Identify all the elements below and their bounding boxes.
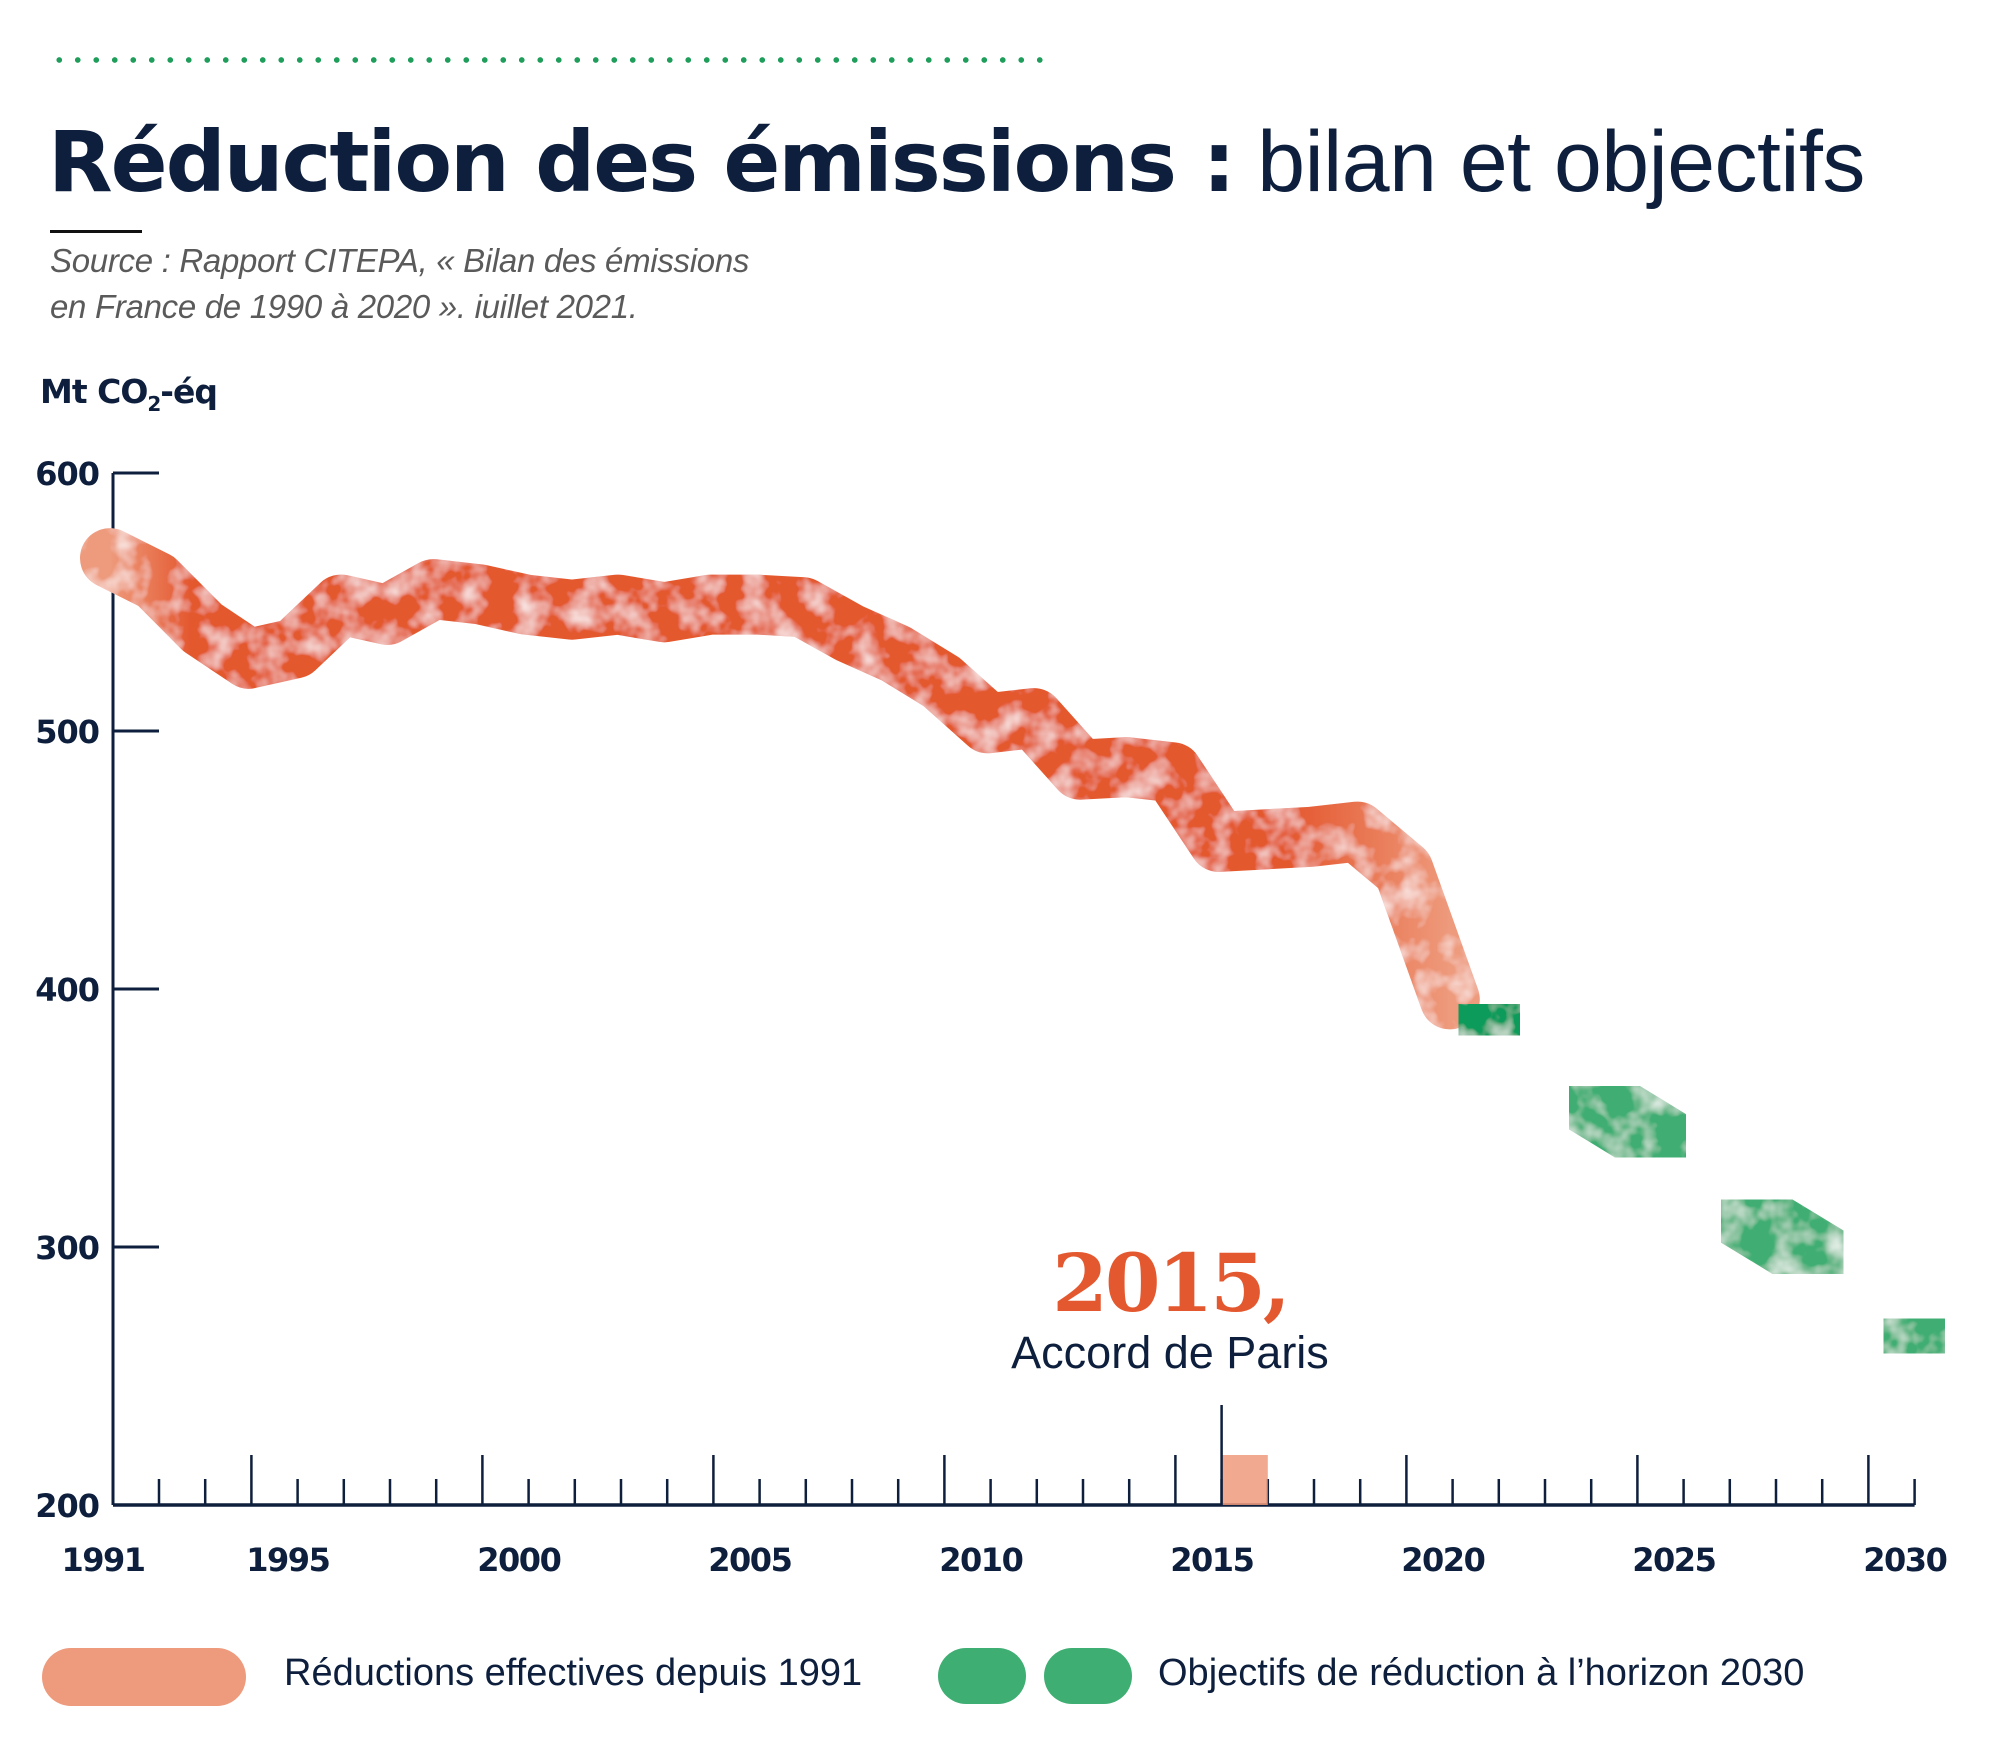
- x-tick-label: 2005: [708, 1541, 791, 1579]
- target-segment: [1542, 1055, 1714, 1189]
- annotation-label: Accord de Paris: [1011, 1327, 1329, 1378]
- annotation-layer: [1220, 1405, 1268, 1505]
- target-segment: [1694, 1168, 1871, 1305]
- title-light: bilan et objectifs: [1233, 114, 1865, 210]
- x-tick-label: 1991: [61, 1541, 144, 1579]
- x-tick-label: 2010: [939, 1541, 1022, 1579]
- series-layer: [80, 528, 1977, 1388]
- x-tick-label: 2020: [1401, 1541, 1484, 1579]
- x-tick-label: 2025: [1632, 1541, 1715, 1579]
- legend-label-target: Objectifs de réduction à l’horizon 2030: [1158, 1652, 1805, 1694]
- axes: 200 300 400 500 600 1991 1995 2000 2005 2010 2015 2…: [35, 455, 1948, 1579]
- y-tick-label: 600: [35, 455, 99, 493]
- source-divider: [50, 230, 142, 233]
- unit-main: Mt CO: [40, 372, 148, 411]
- x-tick-label: 2000: [477, 1541, 560, 1579]
- y-tick-label: 300: [35, 1229, 99, 1267]
- actual-emissions-line: [80, 528, 1480, 1030]
- y-tick-label: 400: [35, 971, 99, 1009]
- legend-swatch-target-1: [938, 1648, 1026, 1704]
- annotation-block: 2015, Accord de Paris: [1000, 1240, 1340, 1380]
- y-tick-label: 200: [35, 1487, 99, 1525]
- y-axis-unit-label: Mt CO2-éq: [40, 372, 218, 416]
- source-line-2: en France de 1990 à 2020 ». iuillet 2021…: [50, 288, 638, 325]
- decorative-dotted-rule: [50, 56, 1045, 64]
- accord-year-highlight: [1221, 1455, 1268, 1505]
- legend-label-actual: Réductions effectives depuis 1991: [284, 1652, 863, 1694]
- unit-suffix: -éq: [160, 372, 218, 411]
- annotation-year: 2015,: [1052, 1236, 1291, 1330]
- target-segment: [1426, 970, 1552, 1070]
- source-line-1: Source : Rapport CITEPA, « Bilan des émi…: [50, 242, 750, 279]
- x-tick-label: 2015: [1170, 1541, 1253, 1579]
- title-bold: Réduction des émissions :: [48, 113, 1236, 211]
- y-tick-label: 500: [35, 713, 99, 751]
- x-tick-label: 1995: [246, 1541, 329, 1579]
- target-segment: [1851, 1284, 1977, 1388]
- legend-swatch-actual: [42, 1648, 246, 1706]
- legend-swatch-target-2: [1044, 1648, 1132, 1704]
- x-tick-label: 2030: [1863, 1541, 1946, 1579]
- unit-subscript: 2: [147, 392, 161, 416]
- page-title: Réduction des émissions : bilan et objec…: [48, 112, 1865, 212]
